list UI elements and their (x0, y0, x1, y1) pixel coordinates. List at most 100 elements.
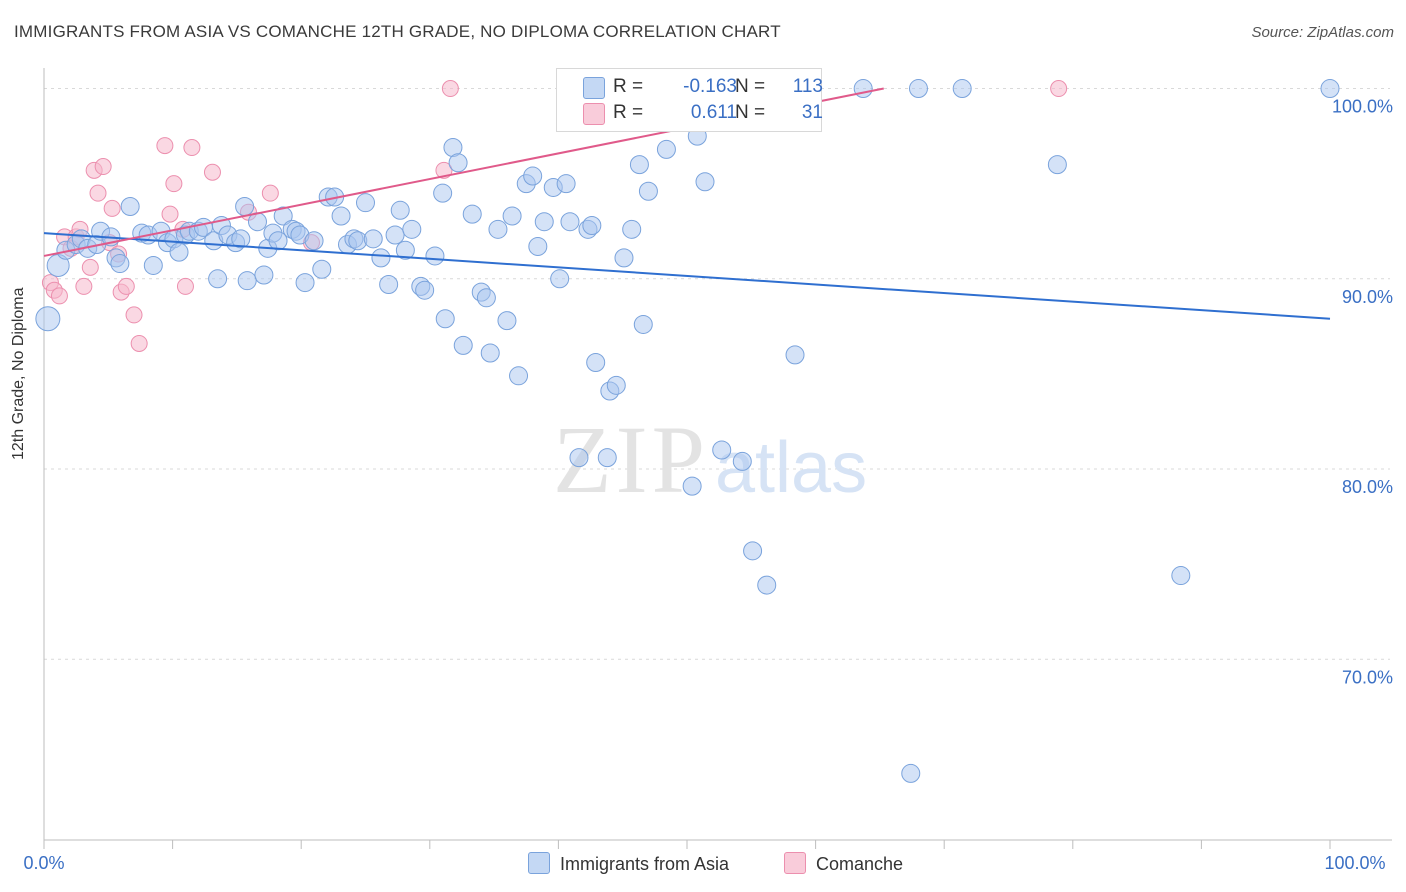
asia-point (462, 204, 482, 224)
asia-point (622, 219, 642, 239)
asia-point (743, 541, 763, 561)
asia-point (480, 343, 500, 363)
comanche-point (156, 137, 174, 155)
asia-point (550, 269, 570, 289)
asia-point (331, 206, 351, 226)
comanche-point (81, 258, 99, 276)
asia-point (1171, 566, 1191, 586)
asia-point (433, 183, 453, 203)
asia-point (712, 440, 732, 460)
comanche-point (125, 306, 143, 324)
asia-point (695, 172, 715, 192)
series-comanche-points (41, 80, 1068, 352)
asia-point (633, 314, 653, 334)
asia-point (732, 451, 752, 471)
comanche-point (117, 277, 135, 295)
comanche-point (89, 184, 107, 202)
comanche-point (1050, 80, 1068, 98)
asia-point (268, 231, 288, 251)
asia-point (379, 274, 399, 294)
asia-point (908, 79, 928, 99)
asia-point (304, 231, 324, 251)
bottom-legend-comanche: Comanche (784, 852, 903, 875)
comanche-point (261, 184, 279, 202)
x-tick-label-min: 0.0% (23, 853, 64, 873)
asia-point (395, 240, 415, 260)
comanche-point (441, 80, 459, 98)
asia-point (502, 206, 522, 226)
asia-point (523, 166, 543, 186)
asia-point (120, 196, 140, 216)
comanche-point (94, 158, 112, 176)
bottom-legend-swatch-comanche (784, 852, 806, 874)
asia-point (606, 375, 626, 395)
comanche-point (165, 175, 183, 193)
series-asia-points (35, 79, 1340, 783)
legend-n-value: 31 (801, 102, 823, 123)
asia-point (582, 216, 602, 236)
asia-point (35, 306, 61, 332)
asia-point (273, 206, 293, 226)
y-tick-label: 90.0% (1342, 287, 1393, 307)
legend-swatch-comanche (583, 103, 605, 125)
y-tick-label: 80.0% (1342, 477, 1393, 497)
legend-n-label: N = (735, 102, 766, 123)
legend-n-label: N = (735, 76, 766, 97)
asia-point (1320, 79, 1340, 99)
bottom-legend-swatch-asia (528, 852, 550, 874)
asia-point (497, 311, 517, 331)
asia-point (425, 246, 445, 266)
y-axis-label: 12th Grade, No Diploma (10, 287, 27, 460)
comanche-point (50, 287, 68, 305)
asia-point (235, 196, 255, 216)
asia-point (638, 181, 658, 201)
comanche-point (130, 334, 148, 352)
comanche-point (103, 199, 121, 217)
y-tick-label: 100.0% (1332, 97, 1393, 117)
asia-point (597, 448, 617, 468)
asia-point (415, 280, 435, 300)
asia-point (1047, 155, 1067, 175)
asia-point (402, 219, 422, 239)
comanche-point (75, 277, 93, 295)
bottom-legend-asia: Immigrants from Asia (528, 852, 729, 875)
asia-point (435, 309, 455, 329)
comanche-point (203, 163, 221, 181)
legend-swatch-asia (583, 77, 605, 99)
asia-point (569, 448, 589, 468)
y-tick-label: 70.0% (1342, 667, 1393, 687)
stats-legend: R = -0.163 N = 113 R = 0.611 N = 31 (556, 68, 823, 132)
asia-point (528, 236, 548, 256)
legend-r-label: R = (613, 102, 644, 123)
asia-point (534, 212, 554, 232)
comanche-point (161, 205, 179, 223)
source-label: Source: ZipAtlas.com (1251, 24, 1394, 41)
asia-point (682, 476, 702, 496)
asia-point (952, 79, 972, 99)
asia-point (208, 269, 228, 289)
y-tick-labels: 100.0% 90.0% 80.0% 70.0% (1332, 97, 1393, 688)
asia-trend-line (43, 232, 1331, 320)
axes (43, 68, 1392, 849)
asia-point (390, 200, 410, 220)
bottom-legend-label-asia: Immigrants from Asia (560, 854, 730, 874)
asia-point (560, 212, 580, 232)
asia-point (143, 255, 163, 275)
asia-point (363, 229, 383, 249)
asia-point (586, 352, 606, 372)
asia-point (509, 366, 529, 386)
asia-point (448, 153, 468, 173)
asia-point (656, 139, 676, 159)
asia-point (453, 335, 473, 355)
asia-point (385, 225, 405, 245)
legend-r-value: 0.611 (690, 102, 737, 123)
comanche-point (183, 139, 201, 157)
comanche-point (176, 277, 194, 295)
legend-r-label: R = (613, 76, 644, 97)
bottom-legend-label-comanche: Comanche (816, 854, 904, 874)
asia-point (757, 575, 777, 595)
asia-point (169, 242, 189, 262)
asia-point (476, 288, 496, 308)
asia-point (614, 248, 634, 268)
